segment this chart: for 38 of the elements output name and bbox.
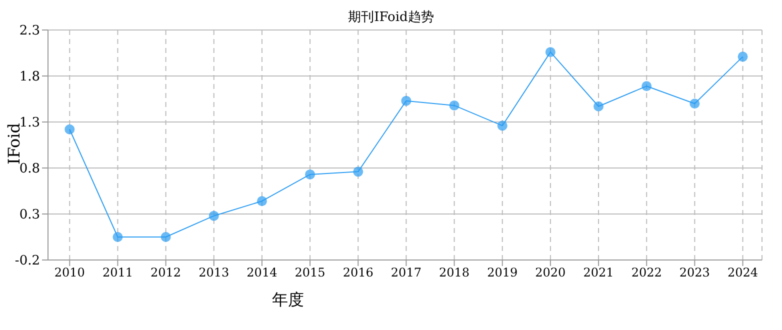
y-tick-label: 1.8 — [19, 70, 40, 85]
point — [353, 166, 364, 177]
point — [256, 196, 267, 206]
x-tick-label: 2019 — [487, 266, 518, 280]
x-tick-label: 2018 — [439, 266, 470, 280]
point — [160, 232, 171, 242]
x-tick-label: 2017 — [390, 266, 422, 280]
point — [64, 124, 75, 134]
y-tick-label: 1.3 — [19, 116, 40, 131]
point — [208, 210, 219, 221]
point — [690, 98, 700, 109]
x-tick-label: 2022 — [631, 266, 662, 280]
x-tick-label: 2010 — [54, 266, 85, 280]
x-tick-label: 2016 — [342, 266, 374, 280]
point — [594, 101, 604, 112]
point — [112, 232, 123, 242]
x-tick-label: 2024 — [727, 266, 758, 280]
x-tick-label: 2023 — [679, 266, 710, 280]
x-tick-label: 2021 — [583, 266, 614, 280]
point — [738, 52, 748, 62]
x-tick-label: 2012 — [150, 266, 182, 280]
point — [449, 100, 460, 110]
x-tick-label: 2014 — [246, 266, 278, 280]
point — [545, 47, 556, 58]
x-tick-label: 2011 — [102, 266, 133, 280]
y-tick-label: 2.3 — [19, 24, 40, 39]
x-tick-label: 2015 — [294, 266, 326, 280]
x-tick-label: 2020 — [535, 266, 566, 280]
x-axis-title: 年度 — [272, 290, 304, 311]
point — [305, 169, 316, 180]
y-tick-label: -0.2 — [14, 254, 40, 269]
y-tick-label: 0.8 — [19, 162, 40, 177]
y-tick-label: 0.3 — [19, 208, 40, 223]
x-tick-label: 2013 — [198, 266, 230, 280]
point — [497, 120, 508, 131]
point — [642, 81, 652, 92]
chart-title: 期刊IFoid趋势 — [348, 10, 434, 25]
point — [401, 96, 412, 106]
